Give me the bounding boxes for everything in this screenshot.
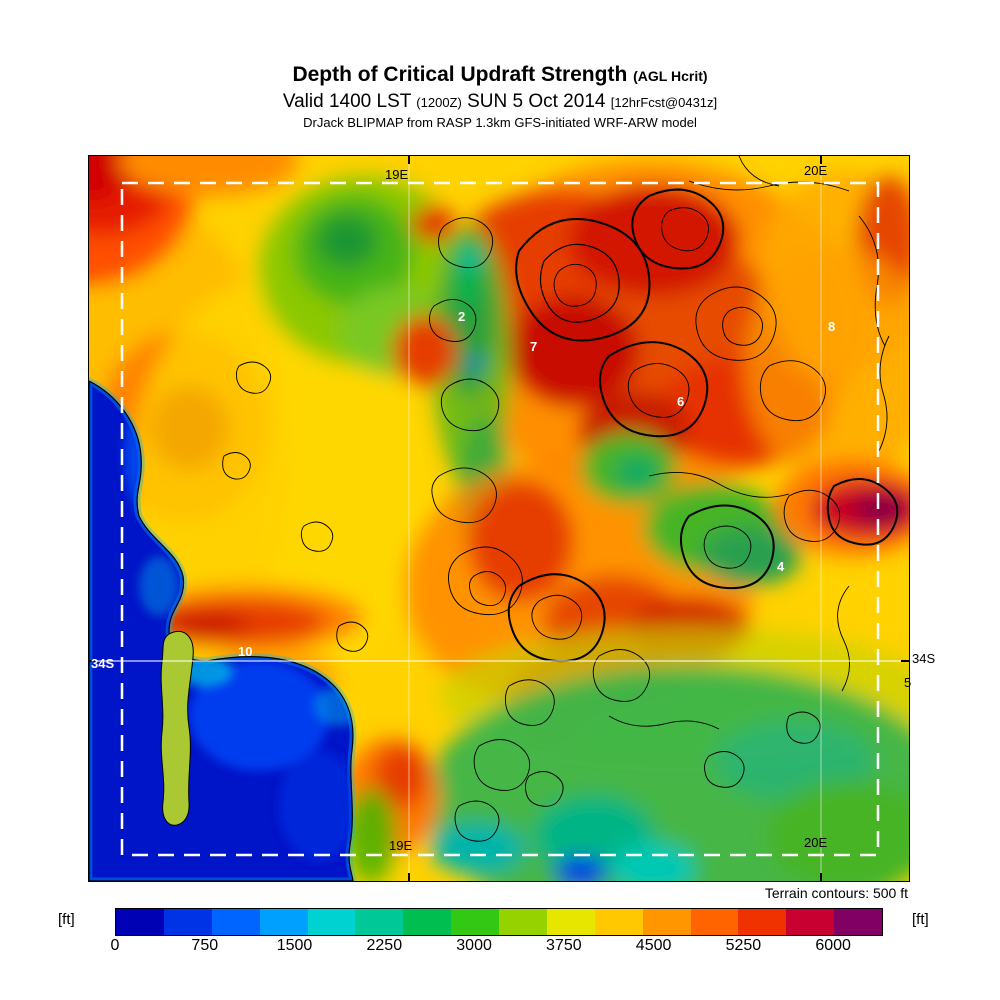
valid-line: Valid 1400 LST (1200Z) SUN 5 Oct 2014 [1… — [0, 90, 1000, 114]
title-main: Depth of Critical Updraft Strength — [292, 63, 628, 86]
colorbar-segment — [163, 909, 212, 935]
grid-label-20e-bottom: 20E — [804, 835, 827, 850]
colorbar-segment — [786, 909, 835, 935]
updraft-color-field — [89, 156, 909, 881]
model-line: DrJack BLIPMAP from RASP 1.3km GFS-initi… — [303, 115, 697, 130]
forecast-offset: [12hrFcst@0431z] — [610, 95, 718, 111]
colorbar-gradient — [115, 908, 883, 936]
colorbar-tick-label: 5250 — [725, 937, 762, 954]
colorbar-tick-label: 2250 — [366, 937, 403, 954]
colorbar-segment — [403, 909, 452, 935]
title-suffix: (AGL Hcrit) — [633, 68, 708, 84]
colorbar-tick-label: 3750 — [546, 937, 582, 954]
colorbar-tick-label: 3000 — [456, 937, 492, 954]
colorbar-segment — [834, 909, 882, 935]
site-marker-6: 6 — [677, 394, 684, 409]
site-marker-8: 8 — [828, 319, 835, 334]
colorbar-segment — [116, 909, 164, 935]
grid-label-20e-top: 20E — [804, 163, 827, 178]
colorbar-segment — [642, 909, 691, 935]
colorbar-unit-left: [ft] — [58, 911, 75, 928]
colorbar-segment — [451, 909, 499, 935]
colorbar-segment — [546, 909, 595, 935]
grid-label-34s-right: 34S — [912, 651, 936, 666]
site-marker-7: 7 — [530, 339, 537, 354]
header: Depth of Critical Updraft Strength (AGL … — [0, 62, 1000, 131]
colorbar-tick-label: 0 — [110, 937, 120, 954]
colorbar-segment — [307, 909, 356, 935]
grid-label-19e-top: 19E — [385, 167, 408, 182]
colorbar-segment — [690, 909, 739, 935]
colorbar-ticks: 0 750 1500 2250 3000 3750 4500 5250 6000 — [111, 937, 881, 957]
grid-label-34s-left: 34S — [91, 656, 114, 671]
site-marker-4: 4 — [777, 559, 785, 574]
colorbar-segment — [211, 909, 260, 935]
page-title: Depth of Critical Updraft Strength (AGL … — [0, 62, 1000, 88]
colorbar-segment — [259, 909, 308, 935]
colorbar-unit-right: [ft] — [912, 911, 929, 928]
colorbar-segment — [738, 909, 787, 935]
colorbar-tick-label: 1500 — [276, 937, 313, 954]
valid-time: Valid 1400 LST — [282, 91, 412, 113]
colorbar-tick-label: 6000 — [815, 937, 851, 954]
site-marker-5: 5 — [904, 675, 912, 690]
grid-label-19e-bottom: 19E — [389, 838, 412, 853]
site-marker-2: 2 — [458, 309, 465, 324]
blipmap-canvas: 19E 20E 19E 20E 34S 2 7 6 8 4 10 — [88, 155, 910, 882]
blipmap-svg: 19E 20E 19E 20E 34S 2 7 6 8 4 10 — [89, 156, 909, 881]
cape-peninsula — [160, 630, 194, 826]
valid-date: SUN 5 Oct 2014 — [467, 91, 606, 113]
colorbar-segment — [594, 909, 643, 935]
colorbar-tick-label: 750 — [191, 937, 219, 954]
lat-lon-grid-lines — [89, 156, 909, 881]
site-marker-10: 10 — [238, 644, 252, 659]
map-labels: 19E 20E 19E 20E 34S 2 7 6 8 4 10 — [91, 163, 835, 853]
model-domain-dashed-box — [120, 181, 880, 857]
border-ticks — [89, 156, 909, 881]
terrain-contours-note: Terrain contours: 500 ft — [764, 885, 908, 901]
valid-zulu: (1200Z) — [416, 95, 462, 111]
colorbar-segment — [355, 909, 404, 935]
colorbar-segment — [499, 909, 547, 935]
colorbar-tick-label: 4500 — [635, 937, 672, 954]
